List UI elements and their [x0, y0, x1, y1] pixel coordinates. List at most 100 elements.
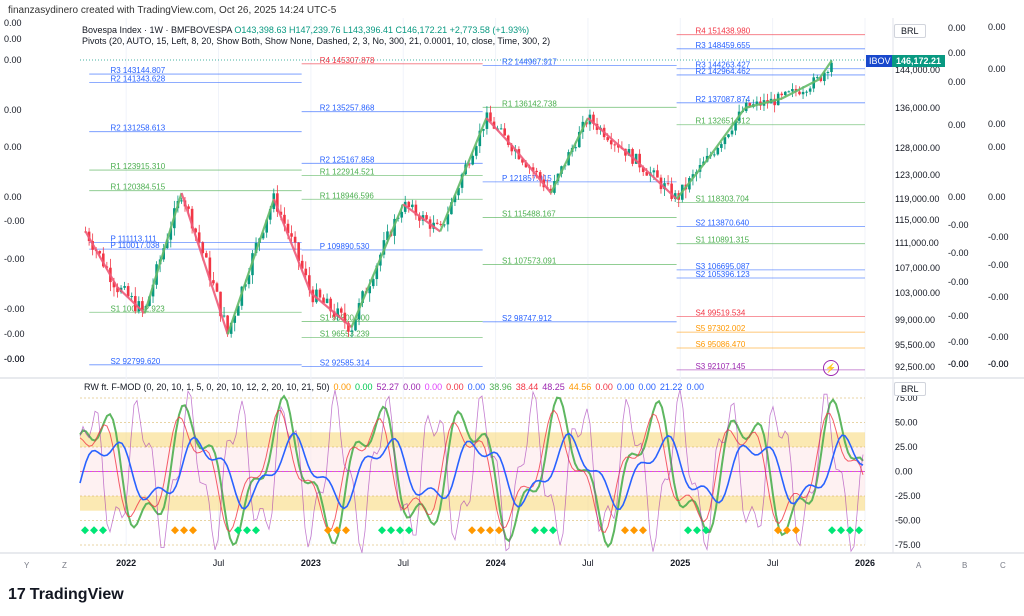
lightning-icon[interactable]: ⚡ [823, 360, 839, 376]
osc-tick-label: -75.00 [895, 540, 921, 550]
candle-body [286, 223, 290, 234]
near-axis-label: -0.00 [948, 248, 969, 258]
candle-body [467, 164, 471, 166]
pivot-label: R2 131258.613 [110, 124, 165, 133]
candle-body [318, 289, 322, 298]
near-axis-label: -0.00 [948, 220, 969, 230]
candle-body [574, 147, 578, 149]
candle-body [418, 215, 421, 221]
candle-body [819, 77, 823, 82]
y-tick-label: 128,000.00 [895, 143, 940, 153]
indicator-legend-value: 38.96 [489, 382, 512, 392]
candle-body [332, 311, 336, 317]
candle-body [261, 232, 265, 239]
indicator-legend-value: 0.00 [686, 382, 704, 392]
signal-diamond [90, 526, 98, 535]
brand-logo[interactable]: 17 TradingView [8, 586, 124, 604]
zigzag-segment [675, 158, 709, 200]
candle-body [229, 322, 233, 334]
currency-button[interactable]: BRL [894, 24, 926, 38]
signal-diamond [621, 526, 629, 535]
zigzag-segment [310, 292, 353, 328]
pivot-label: P 109890.530 [320, 242, 370, 251]
currency-button-lower[interactable]: BRL [894, 382, 926, 396]
zigzag-segment [781, 78, 820, 100]
candle-body [361, 291, 364, 304]
signal-diamond [234, 526, 242, 535]
x-tick-label: Jul [767, 558, 779, 568]
far-axis-label: -0.00 [988, 359, 1009, 369]
indicator-legend-value: 0.00 [616, 382, 635, 392]
candle-body [300, 260, 304, 269]
candle-body [734, 120, 737, 131]
price-series [80, 59, 893, 338]
zigzag-segment [817, 59, 833, 81]
signal-diamond [387, 526, 395, 535]
pivot-label: S1 115488.167 [502, 209, 556, 218]
candle-body [666, 183, 670, 185]
far-axis-label: -0.00 [988, 292, 1009, 302]
candle-body [219, 291, 222, 317]
zigzag-segment [707, 107, 746, 160]
axis-tool-b[interactable]: B [962, 561, 968, 570]
candle-body [720, 144, 723, 148]
y-tick-label: 111,000.00 [895, 238, 939, 248]
candle-body [442, 224, 446, 226]
indicator-legend-value: 0.00 [467, 382, 486, 392]
zigzag-segment [272, 198, 312, 294]
signal-diamond [855, 526, 863, 535]
signal-diamond [486, 526, 494, 535]
far-axis-label: -0.00 [988, 332, 1009, 342]
candle-body [205, 253, 208, 258]
axis-tool-c[interactable]: C [1000, 561, 1006, 570]
signal-diamond [684, 526, 692, 535]
candle-body [279, 211, 283, 215]
pivot-label: R1 122914.521 [320, 168, 375, 177]
candle-body [329, 298, 332, 312]
pivot-label: S2 113870.640 [695, 218, 749, 227]
zigzag-segment [116, 285, 146, 315]
osc-tick-label: 0.00 [895, 467, 913, 477]
axis-tool-a[interactable]: A [916, 561, 922, 570]
osc-tick-label: 25.00 [895, 442, 918, 452]
candle-body [489, 112, 492, 122]
candle-body [293, 236, 297, 243]
near-axis-label: 0.00 [948, 120, 966, 130]
y-tick-label: 119,000.00 [895, 194, 939, 204]
pivot-label: S2 98747.912 [502, 314, 552, 323]
indicator-legend-value: 0.00 [446, 382, 464, 392]
axis-tool-z[interactable]: Z [62, 561, 67, 570]
candle-body [815, 77, 819, 79]
pivot-label: R2 142964.462 [695, 67, 750, 76]
candle-body [137, 301, 141, 312]
signal-diamond [342, 526, 350, 535]
candle-body [371, 279, 375, 287]
near-axis-label: -0.00 [948, 337, 969, 347]
candle-body [691, 174, 695, 178]
candle-body [830, 62, 833, 73]
zigzag-segment [402, 203, 441, 233]
candle-body [712, 154, 716, 156]
osc-tick-label: -50.00 [895, 516, 921, 526]
x-tick-label: 2026 [855, 558, 875, 568]
pivot-label: S3 92107.145 [695, 362, 745, 371]
signal-diamond [405, 526, 413, 535]
far-axis-label: 0.00 [988, 119, 1006, 129]
osc-band [80, 496, 865, 511]
candle-body [503, 128, 506, 136]
signal-diamond [243, 526, 251, 535]
far-axis-label: 0.00 [988, 142, 1006, 152]
candle-body [343, 312, 347, 323]
axis-tool-y[interactable]: Y [24, 561, 30, 570]
candle-body [727, 134, 730, 138]
pivot-label: S1 96553.239 [320, 329, 370, 338]
candle-body [222, 315, 226, 317]
candle-body [446, 214, 450, 225]
indicator-legend-value: 21.22 [659, 382, 683, 392]
candle-body [187, 206, 190, 209]
y-tick-label: 144,000.00 [895, 65, 940, 75]
signal-diamond [540, 526, 548, 535]
y-tick-label: 92,500.00 [895, 362, 935, 372]
